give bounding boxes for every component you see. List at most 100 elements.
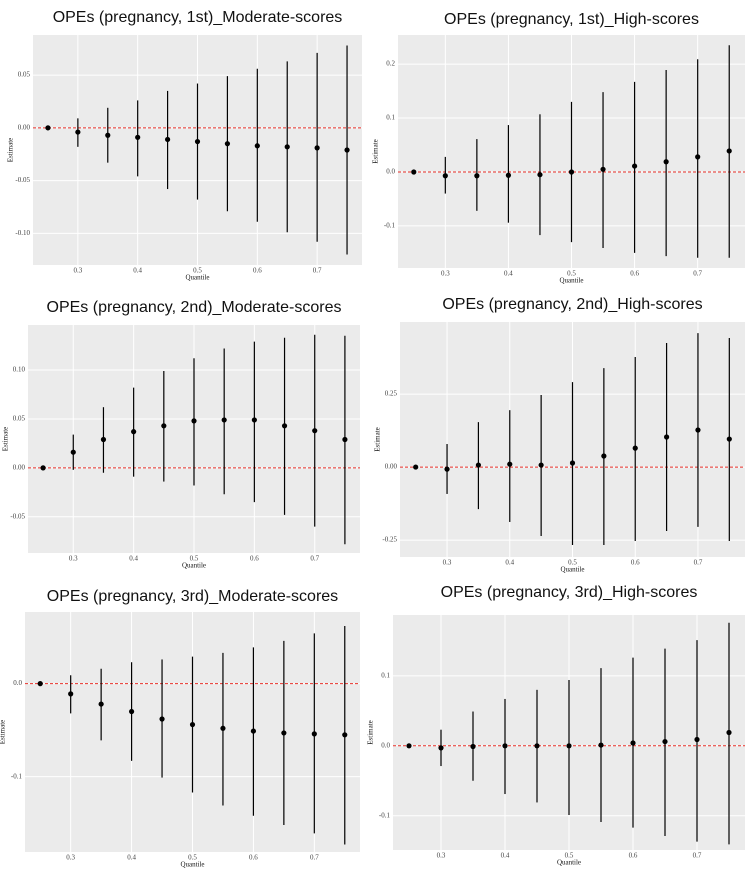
y-tick-label: -0.05 xyxy=(10,512,25,520)
point xyxy=(598,742,604,748)
point xyxy=(281,423,288,429)
point xyxy=(505,172,512,178)
x-tick-label: 0.3 xyxy=(69,555,78,563)
point xyxy=(189,721,196,728)
x-tick-label: 0.4 xyxy=(505,559,514,567)
point xyxy=(538,462,544,468)
x-tick-label: 0.5 xyxy=(188,854,197,862)
x-tick-label: 0.7 xyxy=(310,854,319,862)
point xyxy=(45,125,51,131)
point xyxy=(164,136,171,143)
point xyxy=(695,154,701,160)
x-tick-label: 0.4 xyxy=(133,267,142,275)
point xyxy=(131,429,137,435)
point xyxy=(105,132,111,138)
y-tick-label: 0.05 xyxy=(18,71,31,79)
y-tick-label: -0.1 xyxy=(384,222,396,230)
x-tick-label: 0.7 xyxy=(693,270,702,278)
point xyxy=(159,716,165,722)
point xyxy=(70,449,76,455)
x-tick-label: 0.6 xyxy=(253,267,262,275)
y-axis-label: Estimate xyxy=(367,720,375,745)
y-tick-label: 0.05 xyxy=(13,415,26,423)
point xyxy=(726,148,732,154)
x-tick-label: 0.4 xyxy=(127,854,136,862)
point xyxy=(75,129,81,135)
chart-title: OPEs (pregnancy, 2nd)_High-scores xyxy=(442,296,702,313)
point xyxy=(537,172,543,178)
y-tick-label: 0.00 xyxy=(13,463,26,471)
x-tick-label: 0.7 xyxy=(310,555,319,563)
x-tick-label: 0.6 xyxy=(629,852,638,860)
point xyxy=(726,436,732,442)
x-tick-label: 0.7 xyxy=(694,559,703,567)
x-axis-label: Quantile xyxy=(557,859,581,867)
point xyxy=(695,427,701,433)
point xyxy=(444,466,450,472)
point xyxy=(284,144,290,150)
x-tick-label: 0.5 xyxy=(193,267,202,275)
x-tick-label: 0.3 xyxy=(73,267,82,275)
chart-title: OPEs (pregnancy, 1st)_High-scores xyxy=(444,11,699,28)
y-tick-label: 0.0 xyxy=(13,679,22,687)
x-tick-label: 0.6 xyxy=(249,854,258,862)
x-axis-label: Quantile xyxy=(180,861,204,869)
y-tick-label: -0.1 xyxy=(379,811,391,819)
point xyxy=(314,145,320,151)
y-tick-label: -0.10 xyxy=(15,229,30,237)
point xyxy=(411,169,417,175)
x-tick-label: 0.4 xyxy=(129,555,138,563)
point xyxy=(281,730,287,736)
point xyxy=(224,141,231,147)
point xyxy=(442,173,448,179)
y-tick-label: 0.2 xyxy=(386,60,395,68)
point xyxy=(191,418,197,424)
point xyxy=(37,681,43,687)
point xyxy=(662,738,668,745)
point xyxy=(694,736,700,743)
x-tick-label: 0.5 xyxy=(567,270,576,278)
x-axis-label: Quantile xyxy=(182,562,206,570)
x-tick-label: 0.3 xyxy=(66,854,75,862)
point xyxy=(566,743,572,749)
chart-title: OPEs (pregnancy, 3rd)_High-scores xyxy=(441,584,698,601)
x-tick-label: 0.3 xyxy=(443,559,452,567)
x-tick-label: 0.4 xyxy=(504,270,513,278)
x-tick-label: 0.5 xyxy=(568,559,577,567)
y-axis-label: Estimate xyxy=(0,720,7,745)
point xyxy=(250,728,257,734)
point xyxy=(438,745,444,751)
y-tick-label: 0.0 xyxy=(381,741,390,749)
point xyxy=(507,461,513,467)
y-axis-label: Estimate xyxy=(7,138,15,163)
chart-title: OPEs (pregnancy, 1st)_Moderate-scores xyxy=(53,9,343,26)
point xyxy=(406,743,412,749)
point xyxy=(470,743,476,750)
y-tick-label: 0.00 xyxy=(385,463,398,471)
point xyxy=(630,740,636,746)
chart-title: OPEs (pregnancy, 3rd)_Moderate-scores xyxy=(47,588,338,605)
x-tick-label: 0.6 xyxy=(630,270,639,278)
point xyxy=(601,453,607,459)
point xyxy=(474,173,480,179)
point xyxy=(251,417,257,423)
x-tick-label: 0.3 xyxy=(437,852,446,860)
y-tick-label: -0.05 xyxy=(15,176,30,184)
y-tick-label: 0.10 xyxy=(13,366,26,374)
y-tick-label: 0.00 xyxy=(18,123,31,131)
point xyxy=(568,169,575,175)
point xyxy=(413,464,419,470)
y-tick-label: 0.1 xyxy=(386,114,395,122)
point xyxy=(40,465,46,471)
x-tick-label: 0.5 xyxy=(190,555,199,563)
point xyxy=(344,147,350,153)
y-tick-label: 0.1 xyxy=(381,671,390,679)
y-tick-label: 0.25 xyxy=(385,390,398,398)
point xyxy=(663,159,669,165)
x-axis-label: Quantile xyxy=(185,274,209,282)
point xyxy=(663,434,670,440)
y-tick-label: -0.1 xyxy=(11,772,23,780)
point xyxy=(98,701,104,707)
chart-title: OPEs (pregnancy, 2nd)_Moderate-scores xyxy=(47,299,342,316)
point xyxy=(342,436,348,443)
